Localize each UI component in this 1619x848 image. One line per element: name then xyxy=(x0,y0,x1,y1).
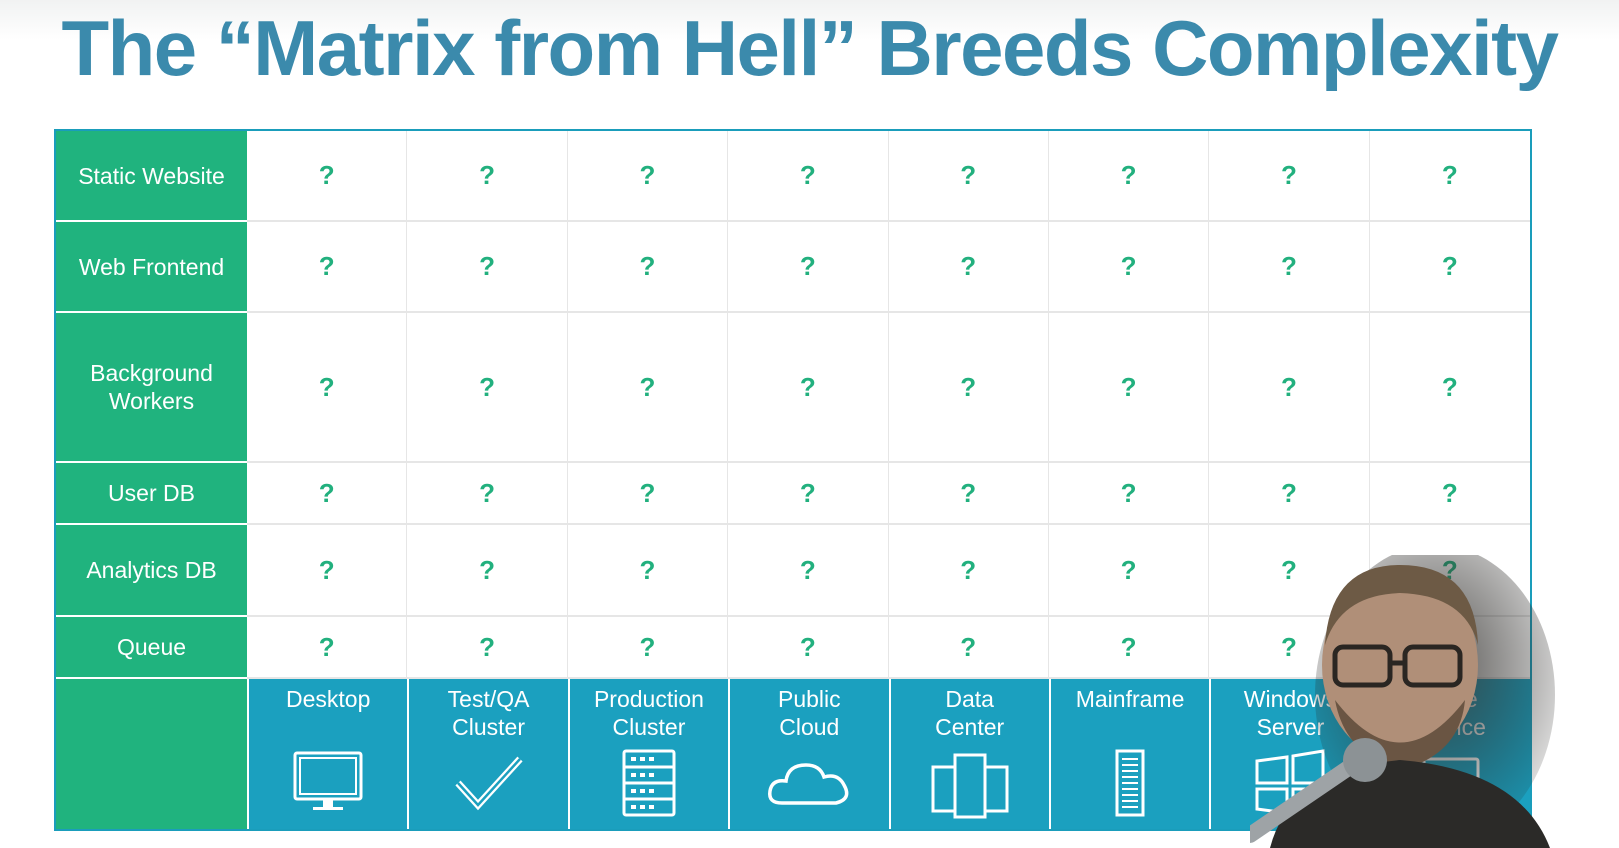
environment-header: Edge Device xyxy=(1369,679,1530,829)
matrix-cell: ? xyxy=(247,617,408,679)
mainframe-icon xyxy=(1085,747,1175,819)
matrix-cell: ? xyxy=(888,313,1049,463)
environment-header: Data Center xyxy=(888,679,1049,829)
matrix-cell: ? xyxy=(567,463,729,525)
matrix-cell: ? xyxy=(407,617,568,679)
matrix-cell: ? xyxy=(407,463,568,525)
matrix-cell: ? xyxy=(407,131,568,222)
matrix-cell: ? xyxy=(1048,463,1210,525)
checkmark-icon xyxy=(444,747,534,819)
environment-label: Public Cloud xyxy=(777,686,841,740)
environment-header: Windows Server xyxy=(1209,679,1370,829)
matrix-cell: ? xyxy=(247,131,408,222)
matrix-cell: ? xyxy=(728,222,889,313)
matrix-cell: ? xyxy=(247,313,408,463)
environment-label: Test/QA Cluster xyxy=(447,686,530,740)
matrix-cell: ? xyxy=(728,313,889,463)
environment-header: Test/QA Cluster xyxy=(407,679,568,829)
matrix-cell: ? xyxy=(567,617,729,679)
matrix-cell: ? xyxy=(1209,617,1370,679)
matrix-cell: ? xyxy=(567,222,729,313)
matrix-cell: ? xyxy=(567,313,729,463)
environment-header: Desktop xyxy=(247,679,408,829)
cloud-icon xyxy=(764,747,854,819)
matrix-corner xyxy=(56,679,247,829)
matrix-cell: ? xyxy=(888,463,1049,525)
matrix-cell: ? xyxy=(888,617,1049,679)
environment-header: Public Cloud xyxy=(728,679,889,829)
row-label: Background Workers xyxy=(56,313,247,463)
matrix-cell: ? xyxy=(1048,222,1210,313)
matrix-cell: ? xyxy=(407,313,568,463)
environment-header: Mainframe xyxy=(1048,679,1210,829)
environment-label: Edge Device xyxy=(1415,686,1486,740)
row-label: Web Frontend xyxy=(56,222,247,313)
environment-header: Production Cluster xyxy=(567,679,729,829)
matrix-cell: ? xyxy=(1369,463,1530,525)
desktop-icon xyxy=(283,747,373,819)
matrix-cell: ? xyxy=(888,131,1049,222)
matrix-cell: ? xyxy=(1369,525,1530,617)
environment-label: Windows Server xyxy=(1243,686,1338,740)
matrix-cell: ? xyxy=(728,617,889,679)
environment-label: Desktop xyxy=(286,686,371,712)
environment-label: Production Cluster xyxy=(593,686,704,740)
matrix-cell: ? xyxy=(1209,525,1370,617)
matrix-cell: ? xyxy=(888,222,1049,313)
matrix-cell: ? xyxy=(728,463,889,525)
matrix-cell: ? xyxy=(888,525,1049,617)
matrix-cell: ? xyxy=(728,131,889,222)
windows-icon xyxy=(1245,747,1335,819)
matrix-cell: ? xyxy=(407,222,568,313)
row-label: Queue xyxy=(56,617,247,679)
environment-label: Data Center xyxy=(935,686,1005,740)
matrix-cell: ? xyxy=(1369,313,1530,463)
environment-label: Mainframe xyxy=(1075,686,1185,712)
matrix-cell: ? xyxy=(567,131,729,222)
matrix-cell: ? xyxy=(407,525,568,617)
matrix-cell: ? xyxy=(1048,617,1210,679)
matrix-cell: ? xyxy=(1209,313,1370,463)
server-rack-icon xyxy=(604,747,694,819)
data-center-icon xyxy=(925,747,1015,819)
laptop-icon xyxy=(1406,747,1496,819)
slide-title: The “Matrix from Hell” Breeds Complexity xyxy=(61,4,1559,92)
matrix-cell: ? xyxy=(1048,131,1210,222)
matrix-cell: ? xyxy=(1209,222,1370,313)
matrix-cell: ? xyxy=(247,222,408,313)
matrix-cell: ? xyxy=(1048,525,1210,617)
matrix-cell: ? xyxy=(728,525,889,617)
row-label: User DB xyxy=(56,463,247,525)
matrix-cell: ? xyxy=(1048,313,1210,463)
matrix-cell: ? xyxy=(1209,463,1370,525)
matrix-cell: ? xyxy=(247,525,408,617)
complexity-matrix: Static Website???????? Web Frontend??????… xyxy=(54,129,1532,831)
row-label: Static Website xyxy=(56,131,247,222)
matrix-cell: ? xyxy=(247,463,408,525)
matrix-cell: ? xyxy=(1209,131,1370,222)
matrix-cell: ? xyxy=(1369,617,1530,679)
matrix-cell: ? xyxy=(1369,131,1530,222)
matrix-cell: ? xyxy=(567,525,729,617)
row-label: Analytics DB xyxy=(56,525,247,617)
matrix-cell: ? xyxy=(1369,222,1530,313)
